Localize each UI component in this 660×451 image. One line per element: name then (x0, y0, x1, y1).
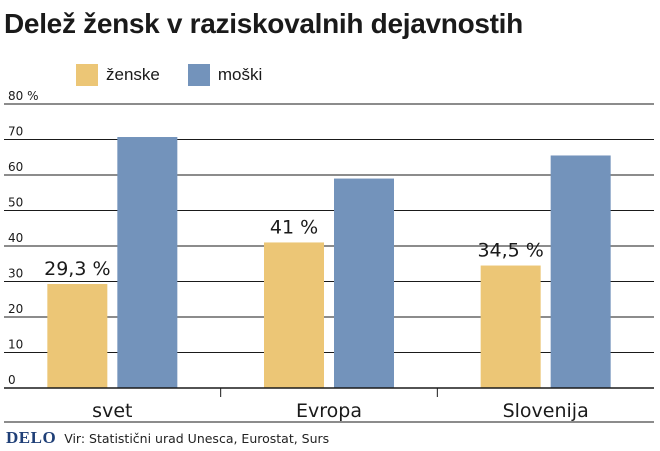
legend-label-zenske: ženske (106, 65, 160, 84)
x-tick-label: Slovenija (503, 400, 589, 422)
y-tick-label: 40 (8, 231, 23, 245)
y-tick-label: 10 (8, 338, 23, 352)
y-tick-label: 20 (8, 302, 23, 316)
legend: ženske moški (76, 64, 290, 86)
legend-item-moski: moški (187, 64, 263, 86)
data-label: 29,3 % (44, 258, 110, 280)
y-tick-label: 50 (8, 196, 23, 210)
bar-moski (117, 137, 178, 388)
bar-zenske (264, 242, 324, 388)
legend-item-zenske: ženske (76, 64, 160, 86)
x-tick-label: Evropa (296, 400, 362, 422)
legend-label-moski: moški (217, 65, 263, 84)
bar-zenske (47, 283, 108, 388)
data-label: 41 % (270, 216, 318, 238)
bar-moski (550, 155, 611, 388)
footer: DELO Vir: Statistični urad Unesca, Euros… (6, 428, 329, 448)
y-tick-label: 30 (8, 267, 23, 281)
chart-title: Delež žensk v raziskovalnih dejavnostih (4, 8, 523, 39)
legend-swatch-moski (187, 64, 210, 86)
data-label: 34,5 % (477, 240, 543, 262)
legend-swatch-zenske (76, 64, 98, 86)
y-tick-label: 60 (8, 160, 23, 174)
x-tick-label: svet (92, 400, 132, 422)
bar-moski (334, 178, 394, 388)
y-tick-label: 70 (8, 125, 23, 139)
delo-logo: DELO (6, 428, 57, 447)
source-note: Vir: Statistični urad Unesca, Eurostat, … (64, 431, 330, 446)
y-tick-label: 0 (8, 373, 16, 387)
bar-zenske (480, 265, 541, 388)
y-tick-label: 80 % (8, 89, 39, 103)
